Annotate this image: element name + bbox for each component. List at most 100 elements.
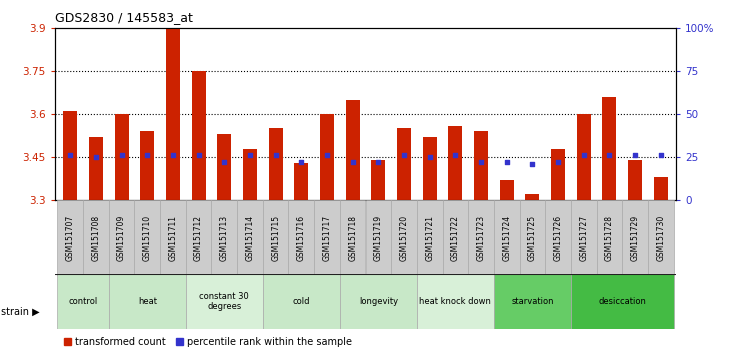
Text: GSM151709: GSM151709	[117, 215, 126, 261]
Text: longevity: longevity	[359, 297, 398, 306]
Bar	[520, 200, 545, 276]
Text: GSM151724: GSM151724	[502, 215, 511, 261]
Bar	[243, 149, 257, 200]
Point	[141, 153, 153, 158]
Bar	[217, 134, 231, 200]
Point	[219, 159, 230, 165]
Bar	[346, 100, 360, 200]
Bar	[654, 177, 668, 200]
Text: GSM151715: GSM151715	[271, 215, 280, 261]
Point	[115, 153, 127, 158]
Bar	[320, 114, 334, 200]
Text: GSM151720: GSM151720	[400, 215, 409, 261]
Bar	[423, 137, 436, 200]
Text: strain ▶: strain ▶	[1, 307, 40, 316]
Bar	[448, 126, 463, 200]
Text: starvation: starvation	[511, 297, 553, 306]
Bar	[648, 200, 673, 276]
Text: GSM151707: GSM151707	[66, 215, 75, 261]
Bar	[391, 200, 417, 276]
Text: GSM151729: GSM151729	[631, 215, 640, 261]
Bar	[602, 97, 616, 200]
Text: heat: heat	[137, 297, 156, 306]
Text: GSM151710: GSM151710	[143, 215, 152, 261]
Point	[501, 159, 512, 165]
Point	[373, 159, 385, 165]
Point	[167, 153, 179, 158]
Bar	[468, 200, 494, 276]
Point	[346, 159, 358, 165]
Text: GSM151719: GSM151719	[374, 215, 383, 261]
Point	[193, 153, 205, 158]
Point	[655, 153, 667, 158]
Text: GDS2830 / 145583_at: GDS2830 / 145583_at	[55, 11, 193, 24]
Text: GSM151725: GSM151725	[528, 215, 537, 261]
Bar	[442, 200, 468, 276]
Point	[398, 153, 410, 158]
Point	[321, 153, 333, 158]
Bar	[545, 200, 571, 276]
Point	[424, 154, 436, 160]
Bar	[551, 149, 565, 200]
Text: GSM151708: GSM151708	[91, 215, 100, 261]
Bar	[237, 200, 263, 276]
Bar	[494, 200, 520, 276]
Text: GSM151728: GSM151728	[605, 215, 614, 261]
Bar	[526, 194, 539, 200]
Bar	[58, 200, 83, 276]
Text: heat knock down: heat knock down	[420, 297, 491, 306]
Bar	[58, 274, 109, 329]
Text: control: control	[69, 297, 98, 306]
Point	[450, 153, 461, 158]
Point	[629, 153, 641, 158]
Bar	[596, 200, 622, 276]
Bar	[83, 200, 109, 276]
Text: GSM151712: GSM151712	[194, 215, 203, 261]
Point	[64, 153, 76, 158]
Bar	[340, 200, 366, 276]
Point	[475, 159, 487, 165]
Point	[90, 154, 102, 160]
Point	[244, 153, 256, 158]
Bar	[166, 28, 180, 200]
Bar	[571, 200, 596, 276]
Bar	[109, 274, 186, 329]
Text: cold: cold	[292, 297, 310, 306]
Bar	[263, 274, 340, 329]
Bar	[366, 200, 391, 276]
Legend: transformed count, percentile rank within the sample: transformed count, percentile rank withi…	[60, 333, 356, 350]
Bar	[500, 180, 514, 200]
Bar	[417, 200, 442, 276]
Text: GSM151713: GSM151713	[220, 215, 229, 261]
Bar	[474, 131, 488, 200]
Point	[552, 159, 564, 165]
Bar	[109, 200, 135, 276]
Bar	[622, 200, 648, 276]
Bar	[397, 129, 411, 200]
Text: GSM151716: GSM151716	[297, 215, 306, 261]
Bar	[268, 129, 283, 200]
Bar	[628, 160, 642, 200]
Bar	[577, 114, 591, 200]
Bar	[494, 274, 571, 329]
Bar	[295, 163, 308, 200]
Point	[526, 161, 538, 167]
Bar	[340, 274, 417, 329]
Text: GSM151711: GSM151711	[168, 215, 178, 261]
Bar	[160, 200, 186, 276]
Bar	[417, 274, 494, 329]
Bar	[63, 111, 77, 200]
Bar	[211, 200, 237, 276]
Bar	[289, 200, 314, 276]
Point	[604, 153, 616, 158]
Text: GSM151727: GSM151727	[579, 215, 588, 261]
Text: GSM151721: GSM151721	[425, 215, 434, 261]
Bar	[186, 200, 211, 276]
Text: GSM151726: GSM151726	[553, 215, 563, 261]
Text: GSM151718: GSM151718	[348, 215, 357, 261]
Bar	[89, 137, 103, 200]
Text: GSM151730: GSM151730	[656, 215, 665, 261]
Text: constant 30
degrees: constant 30 degrees	[200, 292, 249, 312]
Bar	[263, 200, 289, 276]
Bar	[314, 200, 340, 276]
